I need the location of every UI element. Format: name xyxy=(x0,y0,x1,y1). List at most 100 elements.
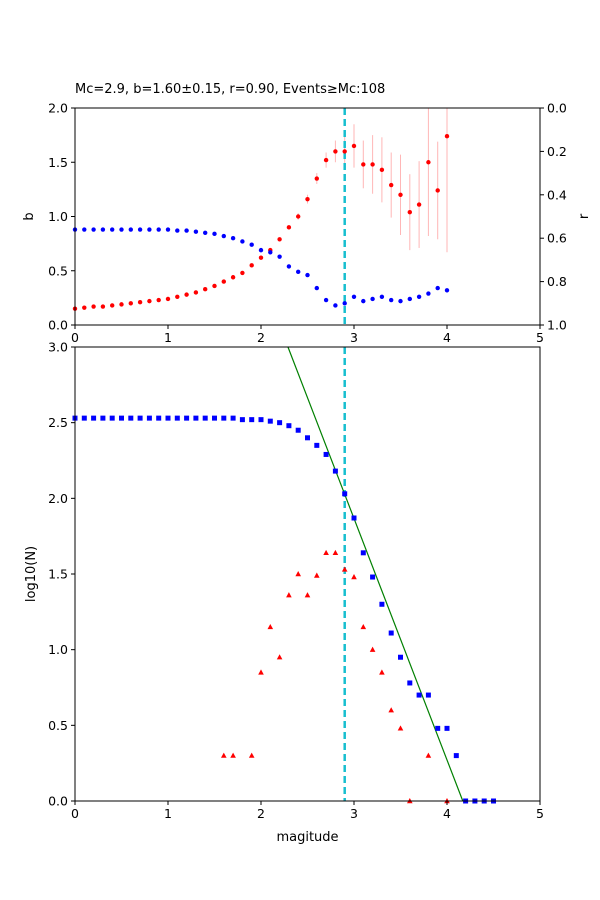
incremental-point xyxy=(248,752,255,758)
y2-tick-label: 0.8 xyxy=(547,274,567,289)
incremental-point xyxy=(397,725,404,731)
y-tick-label: 2.0 xyxy=(48,101,68,116)
b-point xyxy=(370,162,375,167)
cumulative-point xyxy=(165,415,171,421)
cumulative-point xyxy=(332,468,338,474)
cumulative-point xyxy=(351,515,357,521)
cumulative-point xyxy=(174,415,180,421)
r-point xyxy=(268,250,273,255)
r-point xyxy=(370,296,375,302)
b-point xyxy=(184,292,189,297)
x-tick-label: 5 xyxy=(536,330,544,345)
y-tick-label: 1.5 xyxy=(48,567,68,582)
x-tick-label: 4 xyxy=(443,806,451,821)
cumulative-point xyxy=(379,601,385,607)
b-point xyxy=(323,157,329,163)
r-point xyxy=(193,229,199,234)
b-point xyxy=(258,255,264,260)
r-point xyxy=(100,227,106,232)
x-tick-label: 3 xyxy=(350,330,358,345)
cumulative-point xyxy=(81,415,87,421)
b-point xyxy=(277,237,282,242)
b-point xyxy=(240,270,245,276)
b-point xyxy=(110,303,115,308)
r-point xyxy=(147,227,152,232)
r-point xyxy=(91,227,96,232)
b-point xyxy=(212,283,217,289)
incremental-point xyxy=(425,752,432,758)
cumulative-point xyxy=(398,654,403,660)
b-point xyxy=(296,214,301,219)
b-point xyxy=(100,304,106,309)
b-point xyxy=(407,209,412,215)
cumulative-point xyxy=(370,574,376,580)
incremental-point xyxy=(351,574,357,580)
b-point xyxy=(156,297,161,303)
incremental-point xyxy=(388,707,394,713)
y-tick-label: 2.5 xyxy=(48,415,68,430)
cumulative-point xyxy=(425,692,431,698)
b-point xyxy=(426,160,431,165)
cumulative-point xyxy=(109,415,115,421)
y2-tick-label: 0.4 xyxy=(547,187,567,202)
cumulative-point xyxy=(193,415,199,421)
r-point xyxy=(416,294,422,299)
cumulative-point xyxy=(305,435,310,441)
cumulative-point xyxy=(202,415,208,421)
y-tick-label: 1.5 xyxy=(48,155,68,170)
incremental-point xyxy=(295,571,301,577)
cumulative-point xyxy=(342,491,348,497)
cumulative-point xyxy=(100,415,106,421)
y-tick-label: 0.5 xyxy=(48,718,68,733)
y2-tick-label: 0.0 xyxy=(547,101,567,116)
y-tick-label: 3.0 xyxy=(48,340,68,355)
cumulative-point xyxy=(119,415,124,421)
cumulative-point xyxy=(388,630,394,636)
cumulative-point xyxy=(91,415,97,421)
r-point xyxy=(82,227,87,232)
incremental-point xyxy=(369,646,376,652)
incremental-point xyxy=(276,654,283,660)
b-point xyxy=(342,149,347,154)
b-point xyxy=(165,296,171,302)
r-point xyxy=(221,233,226,239)
cumulative-point xyxy=(249,417,255,423)
cumulative-point xyxy=(435,725,441,731)
y-tick-label: 1.0 xyxy=(48,209,68,224)
r-point xyxy=(128,227,133,232)
r-point xyxy=(305,272,310,278)
b-point xyxy=(221,279,226,284)
y2-tick-label: 0.2 xyxy=(547,144,567,159)
b-point xyxy=(389,182,394,188)
y-tick-label: 0.5 xyxy=(48,263,68,278)
r-point xyxy=(398,298,403,304)
r-point xyxy=(156,227,161,232)
cumulative-point xyxy=(156,415,162,421)
r-point xyxy=(314,285,319,291)
cumulative-point xyxy=(286,423,292,429)
r-point xyxy=(426,291,431,296)
cumulative-point xyxy=(258,417,264,423)
r-point xyxy=(333,303,338,308)
y-tick-label: 1.0 xyxy=(48,642,68,657)
b-point xyxy=(119,302,124,307)
cumulative-point xyxy=(137,415,143,421)
cumulative-point xyxy=(407,680,413,686)
cumulative-point xyxy=(314,442,320,448)
b-point xyxy=(286,225,292,230)
b-point xyxy=(91,304,96,309)
r-point xyxy=(389,297,394,303)
x-tick-label: 3 xyxy=(350,806,358,821)
gr-fit-line xyxy=(287,346,464,802)
x-tick-label: 1 xyxy=(164,806,172,821)
r-point xyxy=(184,228,189,233)
b-axis-label: b xyxy=(22,212,37,220)
r-point xyxy=(110,227,115,232)
chart-title: Mc=2.9, b=1.60±0.15, r=0.90, Events≥Mc:1… xyxy=(75,82,385,97)
incremental-point xyxy=(304,592,311,598)
cumulative-point xyxy=(453,753,459,759)
x-tick-label: 1 xyxy=(164,330,172,345)
b-point xyxy=(137,300,143,305)
incremental-point xyxy=(230,752,236,758)
incremental-point xyxy=(323,549,329,556)
